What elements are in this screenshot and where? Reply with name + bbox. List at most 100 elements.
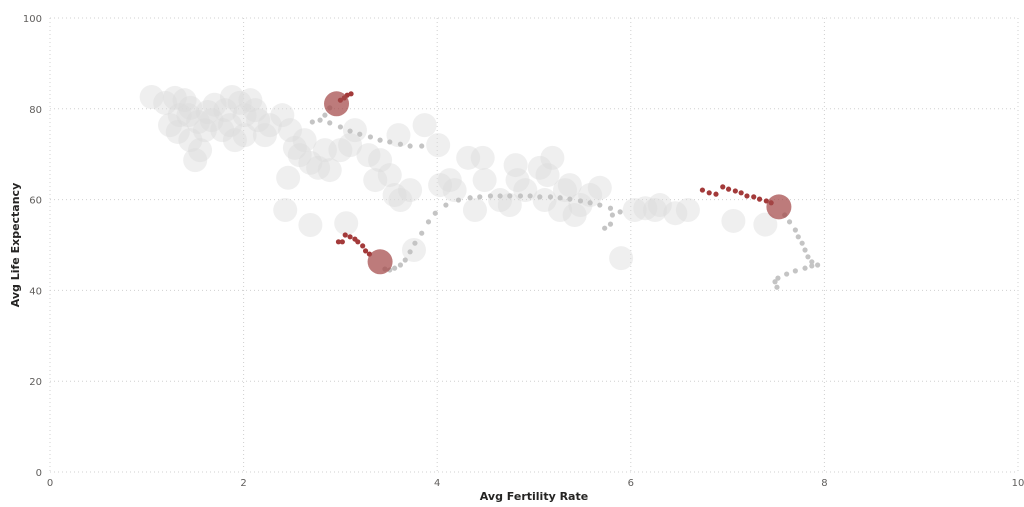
bubble[interactable] [292, 128, 317, 153]
bubble[interactable] [578, 183, 603, 208]
bubble[interactable] [663, 201, 688, 226]
trail-dot-highlighted [744, 193, 750, 199]
bubble[interactable] [186, 109, 211, 134]
bubble[interactable] [428, 173, 453, 198]
bubble[interactable] [456, 145, 481, 170]
bubble[interactable] [213, 98, 238, 123]
bubble[interactable] [287, 143, 312, 168]
bubble[interactable] [232, 103, 257, 128]
bubble[interactable] [328, 138, 353, 163]
x-tick-label: 8 [821, 478, 827, 489]
bubble[interactable] [721, 208, 746, 233]
bubble[interactable] [386, 123, 411, 148]
bubble[interactable] [298, 213, 323, 238]
bubble[interactable] [165, 119, 190, 144]
bubble[interactable] [442, 178, 467, 203]
bubble[interactable] [401, 237, 426, 262]
bubble[interactable] [753, 212, 778, 237]
bubble[interactable] [188, 138, 213, 163]
bubble[interactable] [472, 168, 497, 193]
bubble[interactable] [158, 113, 183, 138]
bubble[interactable] [503, 153, 528, 178]
bubble[interactable] [388, 188, 413, 213]
bubble[interactable] [178, 95, 203, 120]
bubble[interactable] [540, 145, 565, 170]
bubble[interactable] [426, 133, 451, 158]
bubble[interactable] [199, 108, 224, 133]
bubble[interactable] [622, 198, 647, 223]
bubble[interactable] [210, 118, 235, 143]
bubbles[interactable] [139, 84, 778, 271]
bubble[interactable] [497, 193, 522, 218]
bubble[interactable] [643, 198, 667, 223]
bubble[interactable] [232, 123, 257, 148]
bubble[interactable] [633, 196, 658, 221]
bubble[interactable] [317, 158, 342, 183]
bubble[interactable] [176, 103, 201, 128]
bubble[interactable] [273, 198, 298, 223]
bubble[interactable] [227, 90, 252, 115]
bubble[interactable] [342, 118, 367, 143]
highlighted-bubble[interactable] [766, 194, 792, 220]
highlighted-bubble[interactable] [324, 91, 350, 117]
bubble[interactable] [470, 145, 495, 170]
bubble[interactable] [356, 143, 381, 168]
bubble[interactable] [139, 84, 164, 109]
bubble[interactable] [219, 84, 244, 109]
bubble[interactable] [257, 113, 282, 138]
bubble[interactable] [382, 183, 407, 208]
bubble[interactable] [192, 118, 217, 143]
trail-dot [377, 137, 383, 143]
bubble[interactable] [412, 113, 437, 138]
bubble[interactable] [488, 188, 513, 213]
bubble[interactable] [532, 188, 557, 213]
bubble[interactable] [218, 113, 243, 138]
highlighted-bubbles[interactable] [324, 91, 792, 275]
trail-dot [317, 117, 323, 123]
bubble[interactable] [647, 193, 672, 218]
trail-dot [443, 202, 449, 208]
bubble[interactable] [252, 123, 277, 148]
bubble[interactable] [548, 198, 573, 223]
y-tick-label: 40 [29, 286, 42, 297]
bubble[interactable] [162, 85, 187, 110]
bubble[interactable] [562, 203, 587, 228]
bubble[interactable] [202, 92, 227, 117]
trail-dot-highlighted [738, 190, 744, 196]
bubble[interactable] [238, 88, 263, 113]
bubble[interactable] [276, 165, 301, 190]
bubble[interactable] [368, 148, 393, 173]
bubble[interactable] [527, 155, 552, 180]
bubble[interactable] [568, 193, 593, 218]
bubble[interactable] [178, 128, 203, 153]
bubble[interactable] [243, 98, 268, 123]
bubble[interactable] [306, 155, 331, 180]
trail-dot [527, 193, 533, 199]
bubble[interactable] [246, 108, 271, 133]
bubble[interactable] [609, 246, 634, 271]
bubble[interactable] [363, 168, 388, 193]
bubble[interactable] [183, 148, 208, 173]
bubble[interactable] [377, 163, 402, 188]
bubble[interactable] [282, 135, 307, 160]
bubble[interactable] [312, 138, 337, 163]
bubble[interactable] [278, 118, 303, 143]
bubble[interactable] [587, 175, 612, 200]
bubble[interactable] [535, 163, 560, 188]
bubble[interactable] [675, 198, 700, 223]
bubble[interactable] [222, 128, 247, 153]
bubble[interactable] [270, 103, 295, 128]
bubble[interactable] [167, 103, 192, 128]
bubble[interactable] [298, 150, 323, 175]
bubble[interactable] [505, 168, 530, 193]
bubble[interactable] [398, 178, 423, 203]
bubble[interactable] [338, 133, 363, 158]
bubble[interactable] [195, 99, 220, 124]
highlighted-bubble[interactable] [367, 249, 393, 275]
bubble[interactable] [437, 168, 462, 193]
bubble[interactable] [153, 90, 178, 115]
bubble[interactable] [334, 211, 359, 236]
bubble[interactable] [557, 173, 582, 198]
bubble[interactable] [462, 198, 487, 223]
bubble[interactable] [172, 88, 197, 113]
